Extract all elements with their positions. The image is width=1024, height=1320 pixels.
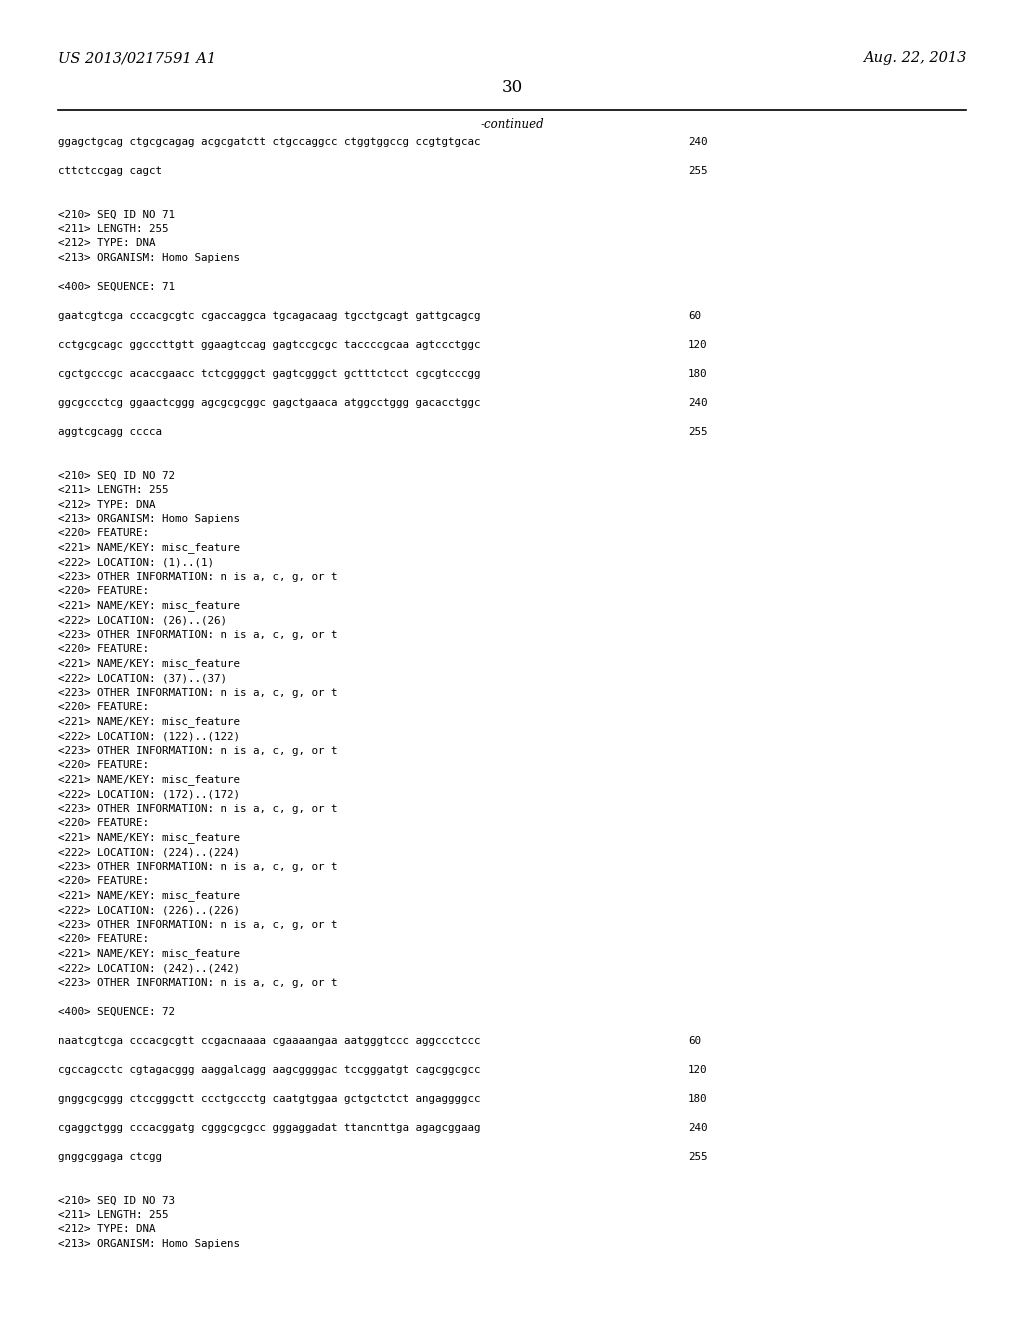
Text: <400> SEQUENCE: 71: <400> SEQUENCE: 71 <box>58 282 175 292</box>
Text: cttctccgag cagct: cttctccgag cagct <box>58 166 162 176</box>
Text: -continued: -continued <box>480 117 544 131</box>
Text: <223> OTHER INFORMATION: n is a, c, g, or t: <223> OTHER INFORMATION: n is a, c, g, o… <box>58 746 338 756</box>
Text: gnggcggaga ctcgg: gnggcggaga ctcgg <box>58 1152 162 1162</box>
Text: <222> LOCATION: (37)..(37): <222> LOCATION: (37)..(37) <box>58 673 227 684</box>
Text: <213> ORGANISM: Homo Sapiens: <213> ORGANISM: Homo Sapiens <box>58 1239 240 1249</box>
Text: <223> OTHER INFORMATION: n is a, c, g, or t: <223> OTHER INFORMATION: n is a, c, g, o… <box>58 630 338 640</box>
Text: <221> NAME/KEY: misc_feature: <221> NAME/KEY: misc_feature <box>58 717 240 727</box>
Text: naatcgtcga cccacgcgtt ccgacnaaaa cgaaaangaa aatgggtccc aggccctccc: naatcgtcga cccacgcgtt ccgacnaaaa cgaaaan… <box>58 1036 480 1045</box>
Text: <221> NAME/KEY: misc_feature: <221> NAME/KEY: misc_feature <box>58 833 240 843</box>
Text: <221> NAME/KEY: misc_feature: <221> NAME/KEY: misc_feature <box>58 659 240 669</box>
Text: <212> TYPE: DNA: <212> TYPE: DNA <box>58 1225 156 1234</box>
Text: cgccagcctc cgtagacggg aaggalcagg aagcggggac tccgggatgt cagcggcgcc: cgccagcctc cgtagacggg aaggalcagg aagcggg… <box>58 1065 480 1074</box>
Text: 180: 180 <box>688 1094 708 1104</box>
Text: <222> LOCATION: (1)..(1): <222> LOCATION: (1)..(1) <box>58 557 214 568</box>
Text: ggcgccctcg ggaactcggg agcgcgcggc gagctgaaca atggcctggg gacacctggc: ggcgccctcg ggaactcggg agcgcgcggc gagctga… <box>58 399 480 408</box>
Text: 255: 255 <box>688 166 708 176</box>
Text: 255: 255 <box>688 426 708 437</box>
Text: <222> LOCATION: (226)..(226): <222> LOCATION: (226)..(226) <box>58 906 240 916</box>
Text: <222> LOCATION: (172)..(172): <222> LOCATION: (172)..(172) <box>58 789 240 800</box>
Text: 120: 120 <box>688 1065 708 1074</box>
Text: 60: 60 <box>688 1036 701 1045</box>
Text: 120: 120 <box>688 341 708 350</box>
Text: <213> ORGANISM: Homo Sapiens: <213> ORGANISM: Homo Sapiens <box>58 513 240 524</box>
Text: <220> FEATURE:: <220> FEATURE: <box>58 528 150 539</box>
Text: <213> ORGANISM: Homo Sapiens: <213> ORGANISM: Homo Sapiens <box>58 253 240 263</box>
Text: <400> SEQUENCE: 72: <400> SEQUENCE: 72 <box>58 1007 175 1016</box>
Text: gnggcgcggg ctccgggctt ccctgccctg caatgtggaa gctgctctct angaggggcc: gnggcgcggg ctccgggctt ccctgccctg caatgtg… <box>58 1094 480 1104</box>
Text: 240: 240 <box>688 137 708 147</box>
Text: 30: 30 <box>502 79 522 96</box>
Text: Aug. 22, 2013: Aug. 22, 2013 <box>862 51 966 65</box>
Text: 240: 240 <box>688 399 708 408</box>
Text: <222> LOCATION: (224)..(224): <222> LOCATION: (224)..(224) <box>58 847 240 858</box>
Text: 255: 255 <box>688 1152 708 1162</box>
Text: <220> FEATURE:: <220> FEATURE: <box>58 586 150 597</box>
Text: gaatcgtcga cccacgcgtc cgaccaggca tgcagacaag tgcctgcagt gattgcagcg: gaatcgtcga cccacgcgtc cgaccaggca tgcagac… <box>58 312 480 321</box>
Text: <210> SEQ ID NO 73: <210> SEQ ID NO 73 <box>58 1196 175 1205</box>
Text: <212> TYPE: DNA: <212> TYPE: DNA <box>58 499 156 510</box>
Text: <223> OTHER INFORMATION: n is a, c, g, or t: <223> OTHER INFORMATION: n is a, c, g, o… <box>58 572 338 582</box>
Text: <210> SEQ ID NO 71: <210> SEQ ID NO 71 <box>58 210 175 219</box>
Text: <222> LOCATION: (242)..(242): <222> LOCATION: (242)..(242) <box>58 964 240 974</box>
Text: aggtcgcagg cccca: aggtcgcagg cccca <box>58 426 162 437</box>
Text: <221> NAME/KEY: misc_feature: <221> NAME/KEY: misc_feature <box>58 543 240 553</box>
Text: <223> OTHER INFORMATION: n is a, c, g, or t: <223> OTHER INFORMATION: n is a, c, g, o… <box>58 978 338 987</box>
Text: 60: 60 <box>688 312 701 321</box>
Text: ggagctgcag ctgcgcagag acgcgatctt ctgccaggcc ctggtggccg ccgtgtgcac: ggagctgcag ctgcgcagag acgcgatctt ctgccag… <box>58 137 480 147</box>
Text: <210> SEQ ID NO 72: <210> SEQ ID NO 72 <box>58 470 175 480</box>
Text: <211> LENGTH: 255: <211> LENGTH: 255 <box>58 224 169 234</box>
Text: <223> OTHER INFORMATION: n is a, c, g, or t: <223> OTHER INFORMATION: n is a, c, g, o… <box>58 688 338 698</box>
Text: <211> LENGTH: 255: <211> LENGTH: 255 <box>58 484 169 495</box>
Text: <220> FEATURE:: <220> FEATURE: <box>58 876 150 887</box>
Text: cctgcgcagc ggcccttgtt ggaagtccag gagtccgcgc taccccgcaa agtccctggc: cctgcgcagc ggcccttgtt ggaagtccag gagtccg… <box>58 341 480 350</box>
Text: <212> TYPE: DNA: <212> TYPE: DNA <box>58 239 156 248</box>
Text: <220> FEATURE:: <220> FEATURE: <box>58 818 150 829</box>
Text: <223> OTHER INFORMATION: n is a, c, g, or t: <223> OTHER INFORMATION: n is a, c, g, o… <box>58 862 338 873</box>
Text: cgaggctggg cccacggatg cgggcgcgcc gggaggadat ttancnttga agagcggaag: cgaggctggg cccacggatg cgggcgcgcc gggagga… <box>58 1123 480 1133</box>
Text: <220> FEATURE:: <220> FEATURE: <box>58 935 150 945</box>
Text: <211> LENGTH: 255: <211> LENGTH: 255 <box>58 1210 169 1220</box>
Text: <222> LOCATION: (26)..(26): <222> LOCATION: (26)..(26) <box>58 615 227 626</box>
Text: <220> FEATURE:: <220> FEATURE: <box>58 644 150 655</box>
Text: <221> NAME/KEY: misc_feature: <221> NAME/KEY: misc_feature <box>58 949 240 960</box>
Text: cgctgcccgc acaccgaacc tctcggggct gagtcgggct gctttctcct cgcgtcccgg: cgctgcccgc acaccgaacc tctcggggct gagtcgg… <box>58 370 480 379</box>
Text: <221> NAME/KEY: misc_feature: <221> NAME/KEY: misc_feature <box>58 891 240 902</box>
Text: <223> OTHER INFORMATION: n is a, c, g, or t: <223> OTHER INFORMATION: n is a, c, g, o… <box>58 920 338 931</box>
Text: US 2013/0217591 A1: US 2013/0217591 A1 <box>58 51 216 65</box>
Text: <220> FEATURE:: <220> FEATURE: <box>58 702 150 713</box>
Text: <221> NAME/KEY: misc_feature: <221> NAME/KEY: misc_feature <box>58 601 240 611</box>
Text: <220> FEATURE:: <220> FEATURE: <box>58 760 150 771</box>
Text: 240: 240 <box>688 1123 708 1133</box>
Text: <222> LOCATION: (122)..(122): <222> LOCATION: (122)..(122) <box>58 731 240 742</box>
Text: 180: 180 <box>688 370 708 379</box>
Text: <221> NAME/KEY: misc_feature: <221> NAME/KEY: misc_feature <box>58 775 240 785</box>
Text: <223> OTHER INFORMATION: n is a, c, g, or t: <223> OTHER INFORMATION: n is a, c, g, o… <box>58 804 338 814</box>
